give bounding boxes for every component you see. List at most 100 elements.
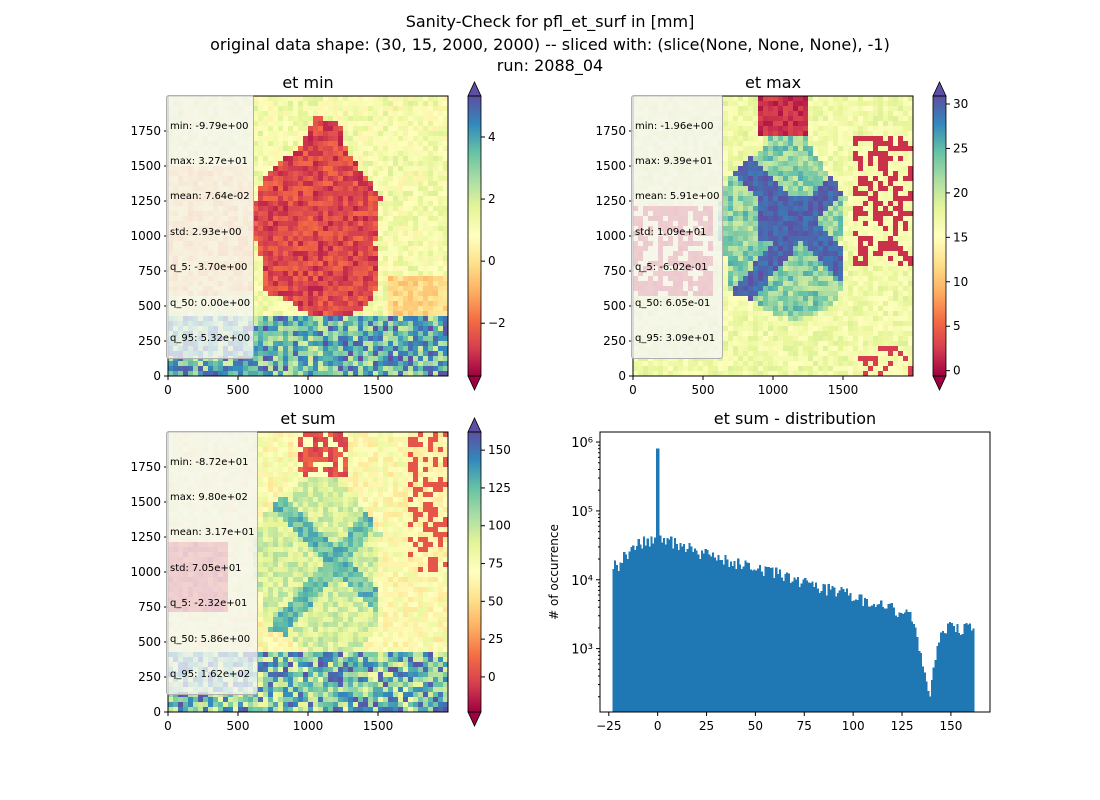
histogram-bar	[923, 672, 926, 712]
figure-title-line2: original data shape: (30, 15, 2000, 2000…	[210, 35, 890, 54]
histogram-bar	[628, 551, 631, 712]
y-tick-label: 10⁶	[571, 436, 593, 451]
y-tick-label: 1500	[130, 159, 161, 173]
x-tick-label: 1500	[363, 383, 394, 397]
stat-std: std: 1.09e+01	[635, 226, 707, 238]
histogram-bar	[637, 538, 640, 712]
colorbar-extend-max	[932, 81, 947, 97]
x-tick-label: 1000	[293, 719, 324, 733]
histogram-bar	[809, 582, 812, 712]
histogram-bar	[762, 575, 765, 712]
colorbar-tick-label: 25	[488, 632, 503, 646]
y-tick-label: 1750	[130, 124, 161, 138]
histogram-bar	[932, 667, 935, 712]
histogram-bar	[882, 607, 885, 712]
histogram-bar	[825, 595, 829, 712]
figure-title-line3: run: 2088_04	[496, 56, 604, 75]
histogram-bar	[927, 690, 930, 712]
histogram-bar	[813, 586, 816, 712]
histogram-bar	[818, 593, 821, 712]
histogram-bar	[624, 554, 628, 712]
histogram-bar	[844, 591, 847, 712]
histogram-bar	[834, 596, 838, 712]
histogram-bar	[845, 588, 848, 712]
colorbar-tick-label: 0	[953, 364, 961, 378]
figure-title-line1: Sanity-Check for pfl_et_surf in [mm]	[405, 12, 695, 31]
stat-max: max: 9.80e+02	[170, 491, 248, 503]
histogram-bar	[815, 582, 818, 712]
histogram-bar	[626, 559, 629, 712]
histogram-bar	[912, 624, 915, 712]
histogram-bar	[695, 550, 698, 712]
histogram-bar	[652, 543, 655, 712]
histogram-bar	[748, 563, 751, 712]
histogram-bar	[768, 566, 771, 712]
histogram-bar	[900, 613, 903, 712]
x-tick-label: 75	[797, 719, 812, 733]
histogram-bar	[853, 600, 856, 712]
histogram-bar	[672, 548, 675, 712]
histogram-bar	[838, 590, 841, 712]
histogram-bar	[907, 612, 910, 712]
y-tick-label: 250	[138, 670, 161, 684]
histogram-bar	[688, 542, 691, 712]
histogram-bar	[719, 560, 722, 712]
histogram-bar	[614, 560, 617, 712]
histogram-bar	[820, 590, 823, 712]
histogram-bar	[706, 550, 709, 712]
stat-mean: mean: 7.64e-02	[170, 191, 250, 203]
histogram-bar	[856, 600, 859, 712]
histogram-bar	[965, 622, 968, 712]
stat-q5: q_5: -3.70e+00	[170, 262, 248, 274]
histogram-bar	[690, 546, 693, 712]
stat-q95: q_95: 3.09e+01	[635, 332, 716, 344]
histogram-bar	[963, 624, 966, 712]
histogram-bar	[766, 567, 769, 712]
histogram-bar	[941, 631, 944, 712]
y-tick-label: 750	[603, 264, 626, 278]
histogram-bar	[795, 579, 798, 712]
y-tick-label: 1750	[595, 124, 626, 138]
histogram-bar	[929, 696, 932, 712]
histogram-bar	[686, 549, 689, 712]
colorbar-frame	[932, 95, 947, 377]
histogram-bar	[804, 577, 807, 712]
x-tick-label: 0	[164, 383, 172, 397]
colorbar-tick-label: 150	[488, 443, 511, 457]
histogram-bar	[731, 565, 734, 712]
histogram-bar	[849, 593, 852, 712]
histogram-bar	[947, 623, 950, 712]
histogram-bar	[938, 642, 941, 712]
y-tick-label: 1250	[130, 194, 161, 208]
colorbar-tick-label: 2	[488, 192, 496, 206]
histogram-bar	[854, 599, 857, 712]
histogram-bar	[777, 574, 780, 712]
histogram-bar	[787, 573, 791, 712]
histogram-frame	[599, 431, 991, 713]
colorbar-frame	[467, 431, 482, 713]
histogram-bar	[729, 561, 733, 712]
histogram-bar	[950, 623, 953, 712]
histogram-bar	[677, 549, 680, 712]
panel-title: et sum	[280, 409, 335, 428]
histogram-bar	[746, 562, 749, 712]
histogram-bar	[898, 612, 901, 712]
histogram-bar	[728, 567, 731, 712]
histogram-bar	[865, 598, 868, 712]
histogram-bar	[691, 551, 695, 712]
histogram-bar	[862, 605, 865, 712]
histogram-bar	[858, 594, 861, 712]
histogram-bar	[958, 632, 961, 712]
histogram-bar	[659, 535, 662, 712]
histogram-bar	[751, 570, 754, 712]
histogram-bar	[635, 545, 638, 712]
stats-box-et-max: min: -1.96e+00 max: 9.39e+01 mean: 5.91e…	[631, 95, 724, 359]
histogram-bar	[822, 584, 825, 712]
histogram-bar	[717, 554, 720, 712]
stat-q95: q_95: 5.32e+00	[170, 332, 251, 344]
histogram-bar	[871, 605, 874, 712]
histogram-bar	[650, 536, 653, 712]
histogram-bar	[644, 545, 648, 712]
heatmap-image	[168, 432, 449, 713]
colorbar-frame	[467, 95, 482, 377]
